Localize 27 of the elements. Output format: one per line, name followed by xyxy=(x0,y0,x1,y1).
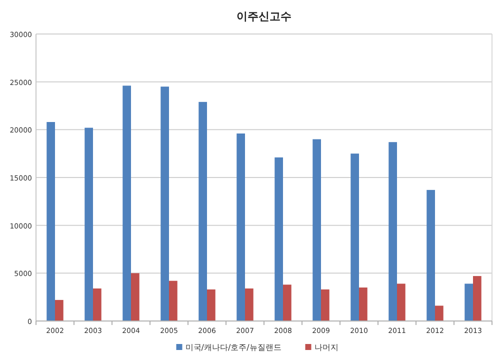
bar xyxy=(55,300,64,321)
bar xyxy=(93,288,102,321)
bar xyxy=(236,133,245,321)
bar xyxy=(388,142,397,321)
bar xyxy=(350,154,359,321)
chart-title: 이주신고수 xyxy=(236,10,292,23)
bar xyxy=(274,157,283,321)
bar xyxy=(435,306,444,321)
bar xyxy=(160,86,169,321)
legend-label: 미국/캐나다/호주/뉴질랜드 xyxy=(185,343,282,352)
bar xyxy=(283,284,292,321)
legend-label: 나머지 xyxy=(314,343,338,352)
bar xyxy=(397,284,406,321)
bar xyxy=(245,288,254,321)
bar xyxy=(312,139,321,321)
bar xyxy=(169,280,178,321)
bar xyxy=(46,122,55,321)
bar xyxy=(198,102,207,321)
bar xyxy=(321,289,330,321)
bar xyxy=(426,190,435,321)
bar xyxy=(84,128,93,321)
bar xyxy=(122,86,131,321)
bar xyxy=(473,276,482,321)
bar xyxy=(359,288,368,321)
bar xyxy=(131,273,140,321)
bar xyxy=(464,284,473,321)
bar xyxy=(207,289,216,321)
